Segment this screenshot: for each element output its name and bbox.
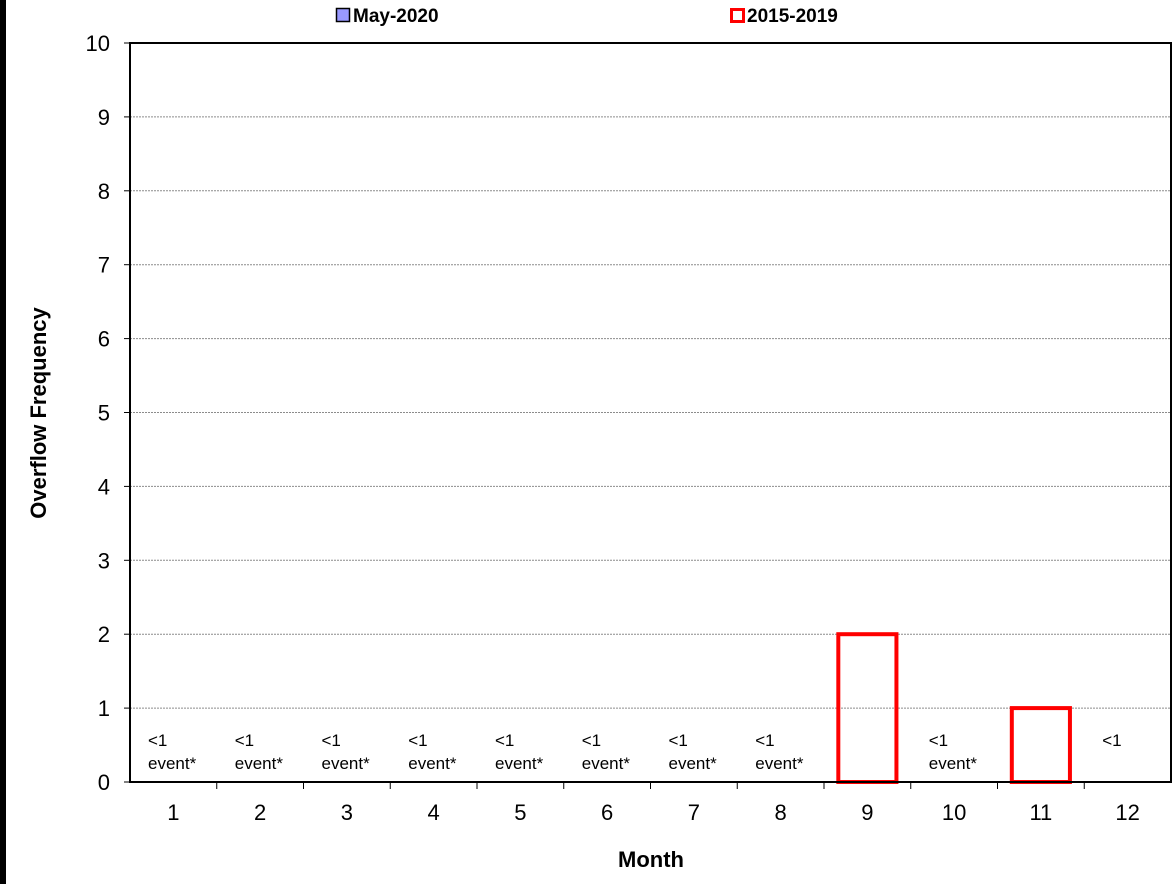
annotation-line: <1	[582, 731, 601, 750]
y-tick-label: 3	[98, 548, 110, 573]
x-tick-label: 10	[942, 800, 966, 825]
annotation-line: <1	[322, 731, 341, 750]
x-tick-label: 7	[688, 800, 700, 825]
annotation-line: event*	[755, 754, 804, 773]
annotation-line: <1	[148, 731, 167, 750]
annotations: <1 event* <1 event* <1 event* <1 event* <1 event*…	[148, 731, 1122, 773]
x-axis: 1 2 3 4 5 6 7 8 9 10 11 12	[167, 782, 1140, 825]
annotation: <1 event*	[148, 731, 197, 773]
annotation: <1 event*	[322, 731, 371, 773]
legend-marker	[335, 7, 351, 23]
annotation-line: <1	[1102, 731, 1121, 750]
left-border	[0, 0, 6, 884]
y-tick-label: 5	[98, 401, 110, 426]
annotation-line: event*	[235, 754, 284, 773]
annotation-line: <1	[408, 731, 427, 750]
x-tick-label: 6	[601, 800, 613, 825]
x-axis-label: Month	[618, 847, 684, 872]
legend-label: May-2020	[353, 6, 439, 27]
annotation-line: <1	[755, 731, 774, 750]
annotation-line: event*	[669, 754, 718, 773]
x-tick-label: 11	[1029, 800, 1052, 825]
y-tick-label: 4	[98, 474, 110, 499]
annotation: <1 event*	[929, 731, 978, 773]
y-tick-label: 0	[98, 770, 110, 795]
annotation: <1 event*	[755, 731, 804, 773]
annotation-line: <1	[235, 731, 254, 750]
annotation: <1 event*	[235, 731, 284, 773]
annotation-line: <1	[495, 731, 514, 750]
y-tick-label: 6	[98, 327, 110, 352]
y-tick-label: 10	[86, 31, 110, 56]
y-tick-label: 2	[98, 622, 110, 647]
x-tick-label: 5	[514, 800, 526, 825]
gridlines	[130, 116, 1171, 709]
annotation: <1 event*	[495, 731, 544, 773]
annotation: <1	[1102, 731, 1121, 750]
x-tick-label: 1	[167, 800, 179, 825]
legend: May-2020 2015-2019	[335, 6, 838, 27]
x-tick-label: 3	[341, 800, 353, 825]
annotation-line: event*	[582, 754, 631, 773]
x-tick-label: 4	[428, 800, 440, 825]
y-axis: 0 1 2 3 4 5 6 7 8 9 10	[86, 31, 130, 795]
annotation: <1 event*	[582, 731, 631, 773]
bar	[1009, 706, 1072, 784]
annotation-line: event*	[148, 754, 197, 773]
y-tick-label: 1	[98, 696, 110, 721]
x-tick-label: 12	[1115, 800, 1139, 825]
annotation-line: event*	[495, 754, 544, 773]
annotation: <1 event*	[408, 731, 457, 773]
annotation-line: event*	[322, 754, 371, 773]
y-tick-label: 9	[98, 105, 110, 130]
legend-marker	[730, 8, 745, 23]
x-tick-label: 2	[254, 800, 266, 825]
annotation-line: <1	[669, 731, 688, 750]
y-axis-label: Overflow Frequency	[26, 306, 51, 518]
annotation: <1 event*	[669, 731, 718, 773]
annotation-line: event*	[929, 754, 978, 773]
y-tick-label: 7	[98, 253, 110, 278]
annotation-line: <1	[929, 731, 948, 750]
y-tick-label: 8	[98, 179, 110, 204]
x-tick-label: 8	[775, 800, 787, 825]
x-tick-label: 9	[861, 800, 873, 825]
annotation-line: event*	[408, 754, 457, 773]
legend-label: 2015-2019	[747, 6, 838, 27]
